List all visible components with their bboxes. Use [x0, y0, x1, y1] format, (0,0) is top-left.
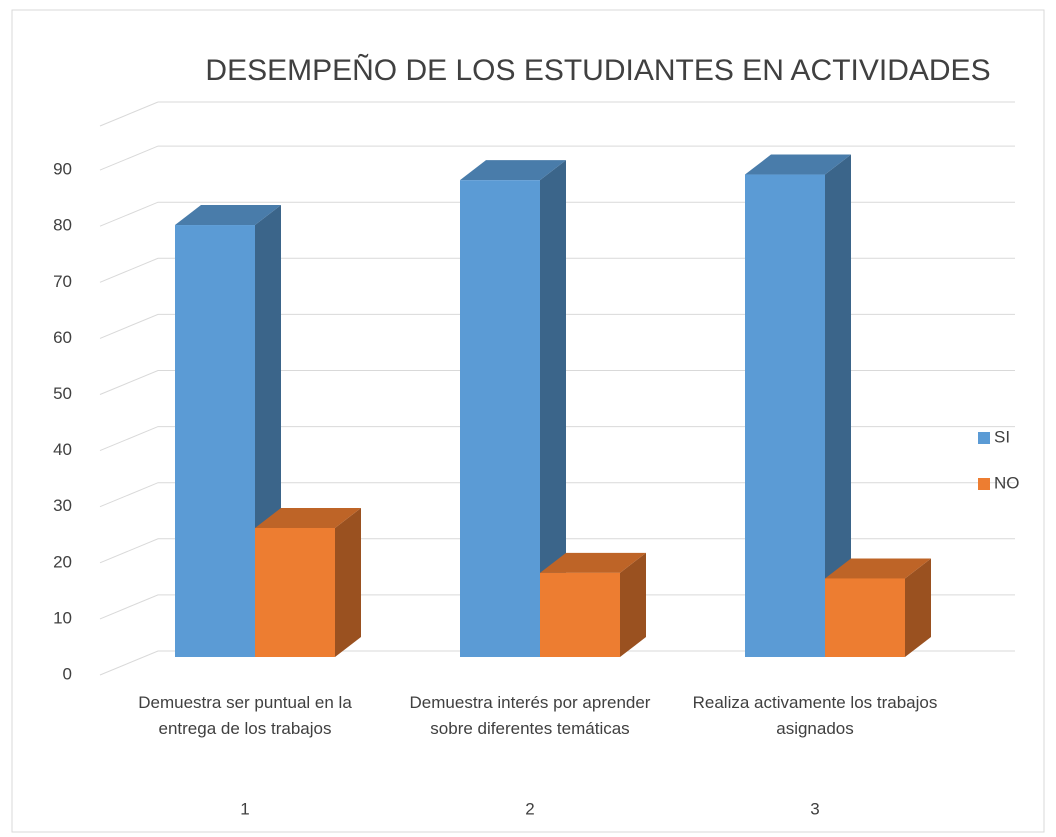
group-label: 2 [525, 799, 534, 818]
legend-label: SI [994, 427, 1010, 446]
grid-line [99, 538, 1015, 564]
grid-line [99, 370, 1015, 395]
bar-top [540, 552, 646, 573]
bar-top [175, 205, 281, 226]
bar-side [825, 154, 851, 658]
grid-line [99, 313, 1015, 339]
bar-top [745, 154, 851, 175]
y-tick-label: 30 [53, 496, 72, 515]
bar [745, 174, 825, 658]
y-tick-label: 80 [53, 216, 72, 235]
bar-top [255, 507, 361, 528]
bar [175, 225, 255, 657]
x-tick-label: Demuestra interés por aprender sobre dif… [409, 693, 651, 738]
bar [825, 578, 905, 657]
bar [255, 527, 335, 657]
x-tick-label: Realiza activamente los trabajos asignad… [692, 693, 938, 738]
legend-label: NO [994, 473, 1020, 492]
bar [540, 572, 620, 657]
bar-side [905, 558, 931, 657]
bar-top [825, 558, 931, 579]
y-tick-label: 60 [53, 328, 72, 347]
legend-swatch [978, 432, 990, 444]
bar-side [335, 507, 361, 657]
y-tick-label: 20 [53, 552, 72, 571]
y-tick-label: 40 [53, 440, 72, 459]
chart-title: DESEMPEÑO DE LOS ESTUDIANTES EN ACTIVIDA… [205, 53, 990, 87]
y-tick-label: 10 [53, 608, 72, 627]
bar-side [620, 552, 646, 657]
bar [460, 180, 540, 657]
grid-line [99, 594, 1015, 620]
y-tick-label: 0 [63, 664, 72, 683]
wall-top [99, 101, 159, 127]
grid-line [99, 482, 1015, 508]
x-tick-label: Demuestra ser puntual en la entrega de l… [138, 693, 352, 738]
group-label: 1 [240, 799, 249, 818]
grid-line [99, 650, 1015, 676]
grid-line [99, 201, 1015, 227]
grid-line [99, 145, 1015, 171]
grid-line [99, 426, 1015, 452]
group-label: 3 [810, 799, 819, 818]
bar-top [460, 160, 566, 181]
grid-line [99, 257, 1015, 283]
y-tick-label: 90 [53, 160, 72, 179]
legend-swatch [978, 478, 990, 490]
y-tick-label: 70 [53, 272, 72, 291]
bar-side [540, 160, 566, 657]
y-tick-label: 50 [53, 384, 72, 403]
